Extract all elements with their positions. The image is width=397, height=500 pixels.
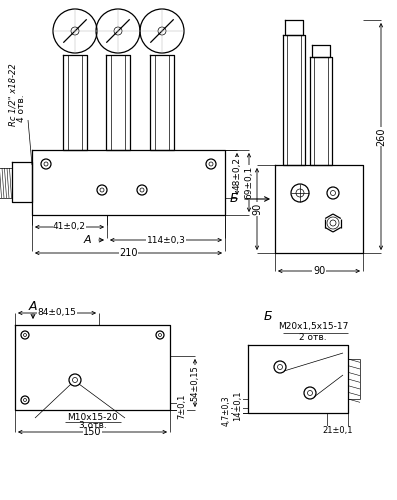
- Text: Б: Б: [264, 310, 272, 324]
- Text: 7±0,1: 7±0,1: [177, 394, 187, 419]
- Text: 260: 260: [376, 127, 386, 146]
- Text: А: А: [83, 235, 91, 245]
- Text: 90: 90: [252, 203, 262, 215]
- Text: 3 отв.: 3 отв.: [79, 422, 107, 430]
- Text: 41±0,2: 41±0,2: [53, 222, 86, 232]
- Text: 4 отв.: 4 отв.: [17, 94, 27, 122]
- Text: 21±0,1: 21±0,1: [322, 426, 353, 436]
- Text: 2 отв.: 2 отв.: [299, 332, 327, 342]
- Text: 90: 90: [313, 266, 325, 276]
- Text: Rc 1/2" x18-22: Rc 1/2" x18-22: [8, 64, 17, 126]
- Text: М20х1,5х15-17: М20х1,5х15-17: [278, 322, 348, 332]
- Text: М10х15-20: М10х15-20: [67, 414, 118, 422]
- Text: А: А: [29, 300, 37, 314]
- Text: 150: 150: [83, 427, 102, 437]
- Text: 84±0,15: 84±0,15: [38, 308, 77, 318]
- Text: 14±0,1: 14±0,1: [233, 391, 243, 421]
- Text: 54±0,15: 54±0,15: [191, 365, 200, 401]
- Text: 210: 210: [119, 248, 138, 258]
- Text: Б: Б: [230, 192, 238, 205]
- Text: 114±0,3: 114±0,3: [146, 236, 185, 244]
- Text: 48±0,2: 48±0,2: [233, 158, 241, 190]
- Text: 4,7±0,3: 4,7±0,3: [222, 395, 231, 426]
- Text: 69±0,1: 69±0,1: [245, 166, 254, 199]
